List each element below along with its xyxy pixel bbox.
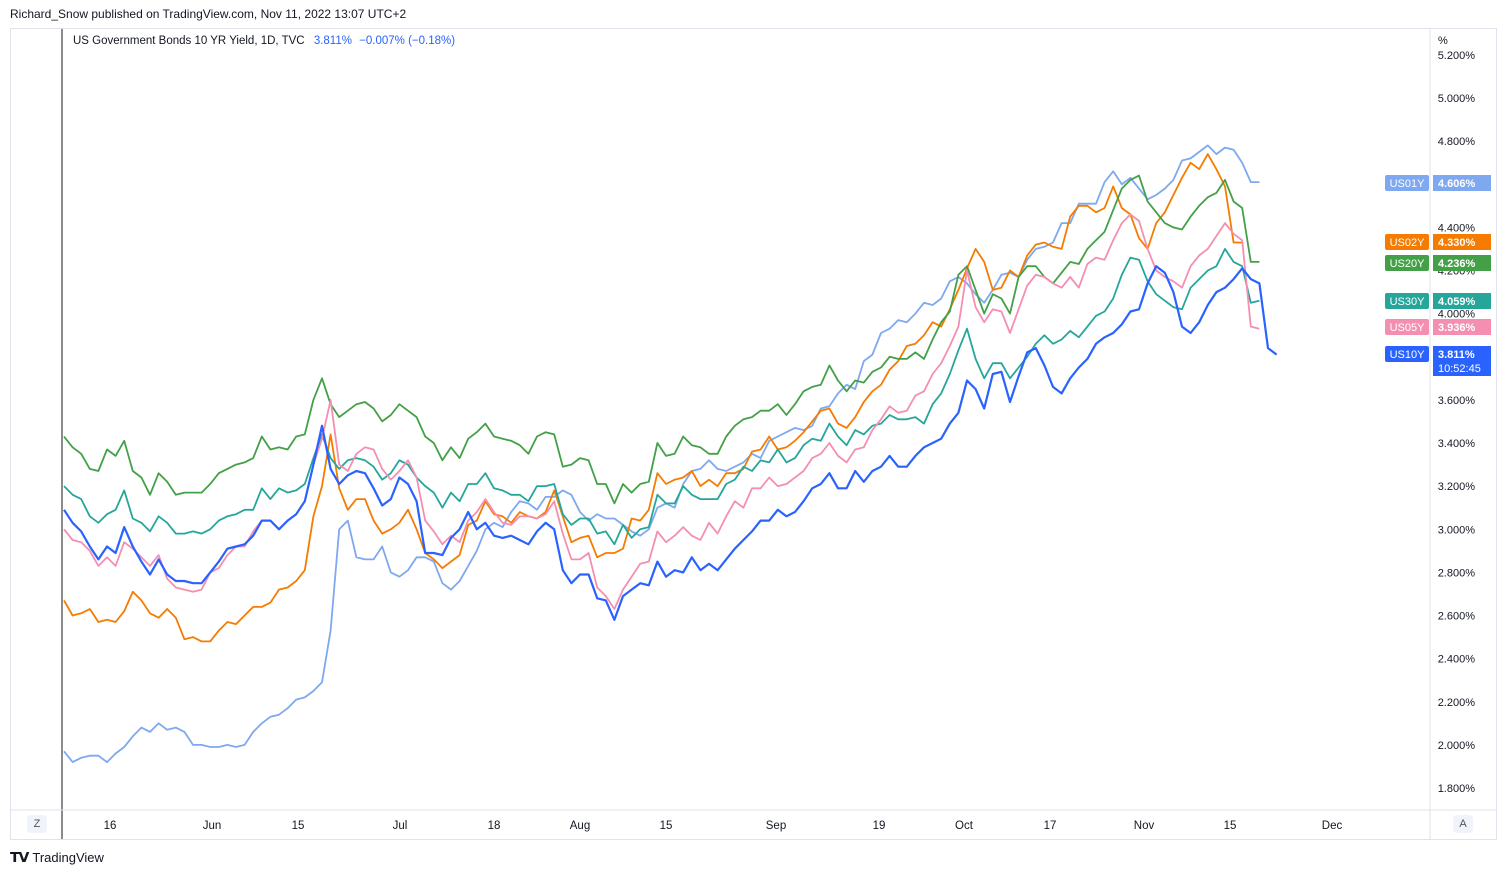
- tradingview-logo-icon: 𝗧𝗩: [10, 849, 29, 865]
- x-tick-label: Dec: [1322, 820, 1343, 832]
- y-tick-label: 5.000%: [1438, 93, 1476, 105]
- series-name-tag: US01Y: [1390, 178, 1426, 190]
- last-value-tag-bg: [1433, 293, 1491, 309]
- last-value-labels: US01Y 4.606% US02Y 4.330% US20Y 4.236% US30Y 4.…: [1385, 175, 1491, 376]
- last-value-tag: 3.936%: [1438, 322, 1476, 334]
- series-name-tag: US30Y: [1390, 296, 1426, 308]
- log-scale-button[interactable]: Z: [27, 815, 47, 833]
- y-tick-label: 3.200%: [1438, 481, 1476, 493]
- legend-value: 3.811%: [313, 35, 352, 47]
- series-layer: [63, 144, 1278, 763]
- series-name-tag-bg: [1385, 293, 1429, 309]
- legend-change: −0.007% (−0.18%): [359, 35, 456, 47]
- x-tick-label: Jul: [393, 820, 408, 832]
- series-line-us10y: [63, 265, 1278, 621]
- y-tick-label: 2.600%: [1438, 611, 1476, 623]
- y-tick-label: 2.200%: [1438, 697, 1476, 709]
- y-tick-label: 1.800%: [1438, 783, 1476, 795]
- y-tick-label: 5.200%: [1438, 50, 1476, 62]
- legend-title: US Government Bonds 10 YR Yield, 1D, TVC: [73, 35, 305, 47]
- last-value-tag-bg: [1433, 255, 1491, 271]
- series-name-tag-bg: [1385, 175, 1429, 191]
- x-tick-label: 15: [292, 820, 305, 832]
- x-tick-label: Aug: [570, 820, 590, 832]
- tradingview-logo[interactable]: 𝗧𝗩 TradingView: [10, 849, 104, 866]
- y-tick-label: 4.800%: [1438, 136, 1476, 148]
- chart-legend[interactable]: US Government Bonds 10 YR Yield, 1D, TVC…: [73, 35, 455, 47]
- series-name-tag-bg: [1385, 319, 1429, 335]
- y-tick-label: 3.400%: [1438, 438, 1476, 450]
- y-tick-label: 4.400%: [1438, 222, 1476, 234]
- series-line-us05y: [63, 213, 1260, 610]
- y-tick-label: 2.400%: [1438, 654, 1476, 666]
- last-value-tag: 4.236%: [1438, 258, 1476, 270]
- last-value-tag: 4.606%: [1438, 178, 1476, 190]
- x-tick-label: 18: [488, 820, 501, 832]
- last-value-tag-bg: [1433, 175, 1491, 191]
- x-tick-label: 15: [1224, 820, 1237, 832]
- series-line-us20y: [63, 174, 1260, 505]
- y-unit-label: %: [1438, 35, 1448, 47]
- last-value-tag: 4.330%: [1438, 237, 1476, 249]
- series-line-us02y: [63, 153, 1243, 643]
- last-value-tag: 4.059%: [1438, 296, 1476, 308]
- x-tick-label: Oct: [955, 820, 974, 832]
- tradingview-logo-text: TradingView: [32, 850, 104, 865]
- y-tick-label: 2.800%: [1438, 567, 1476, 579]
- chart-frame: [10, 28, 1497, 840]
- time-axis[interactable]: 16 Jun 15 Jul 18 Aug 15 Sep 19 Oct 17 Nov 15 Dec: [104, 820, 1343, 832]
- y-tick-label: 3.000%: [1438, 524, 1476, 536]
- publisher-line: Richard_Snow published on TradingView.co…: [10, 7, 407, 21]
- x-tick-label: 15: [660, 820, 673, 832]
- series-name-tag: US10Y: [1390, 349, 1426, 361]
- last-value-tag-bg: [1433, 346, 1491, 376]
- x-tick-label: 17: [1044, 820, 1057, 832]
- price-axis[interactable]: 1.800% 2.000% 2.200% 2.400% 2.600% 2.800% 3.00…: [1438, 35, 1476, 795]
- y-tick-label: 4.000%: [1438, 309, 1476, 321]
- series-line-us01y: [63, 144, 1260, 763]
- series-line-us30y: [63, 247, 1260, 546]
- last-value-tag-bg: [1433, 234, 1491, 250]
- auto-scale-button[interactable]: A: [1453, 815, 1473, 833]
- last-value-tag: 3.811%: [1438, 349, 1475, 361]
- series-name-tag: US05Y: [1390, 322, 1426, 334]
- x-tick-label: 16: [104, 820, 117, 832]
- x-tick-label: Jun: [203, 820, 222, 832]
- series-name-tag-bg: [1385, 234, 1429, 250]
- series-name-tag: US20Y: [1390, 258, 1426, 270]
- series-name-tag-bg: [1385, 255, 1429, 271]
- series-name-tag-bg: [1385, 346, 1429, 362]
- last-value-tag-bg: [1433, 319, 1491, 335]
- x-tick-label: Nov: [1134, 820, 1155, 832]
- bar-countdown: 10:52:45: [1438, 363, 1481, 375]
- series-name-tag: US02Y: [1390, 237, 1426, 249]
- y-tick-label: 3.600%: [1438, 395, 1476, 407]
- y-tick-label: 2.000%: [1438, 740, 1476, 752]
- x-tick-label: 19: [873, 820, 886, 832]
- x-tick-label: Sep: [766, 820, 786, 832]
